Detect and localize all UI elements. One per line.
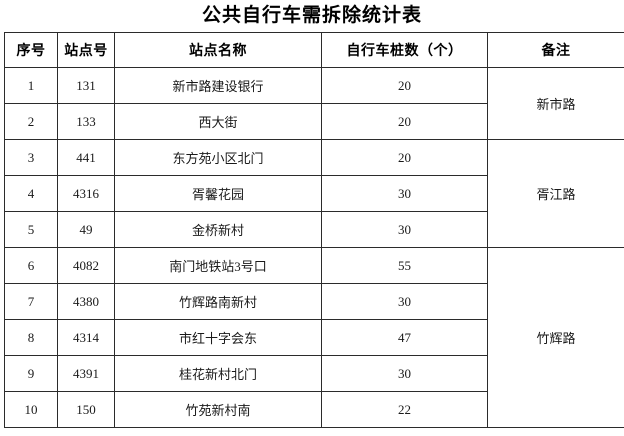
- table-row: 9 4391 桂花新村北门 30: [4, 355, 624, 392]
- cell-station-name: 新市路建设银行: [114, 67, 322, 104]
- cell-station-id: 4391: [57, 355, 115, 392]
- table-header: 序号 站点号 站点名称 自行车桩数（个） 备注: [4, 32, 624, 68]
- cell-dock-count: 47: [321, 319, 488, 356]
- cell-dock-count: 30: [321, 283, 488, 320]
- cell-dock-count: 30: [321, 355, 488, 392]
- cell-dock-count: 22: [321, 391, 488, 428]
- cell-sequence: 5: [4, 211, 58, 248]
- column-header-station-id: 站点号: [57, 32, 115, 68]
- cell-station-id: 150: [57, 391, 115, 428]
- table-row: 7 4380 竹辉路南新村 30: [4, 283, 624, 320]
- column-header-sequence: 序号: [4, 32, 58, 68]
- cell-sequence: 9: [4, 355, 58, 392]
- cell-station-id: 133: [57, 103, 115, 140]
- table-row: 8 4314 市红十字会东 47: [4, 319, 624, 356]
- cell-station-name: 市红十字会东: [114, 319, 322, 356]
- cell-remark-group: 新市路: [487, 67, 624, 140]
- cell-sequence: 3: [4, 139, 58, 176]
- cell-remark-group: 竹辉路: [487, 247, 624, 428]
- cell-station-name: 胥馨花园: [114, 175, 322, 212]
- column-header-station-name: 站点名称: [114, 32, 322, 68]
- cell-station-id: 441: [57, 139, 115, 176]
- cell-station-id: 4314: [57, 319, 115, 356]
- table-row: 1 131 新市路建设银行 20 新市路: [4, 67, 624, 140]
- cell-dock-count: 30: [321, 211, 488, 248]
- table-row: 3 441 东方苑小区北门 20 胥江路: [4, 139, 624, 248]
- cell-sequence: 10: [4, 391, 58, 428]
- cell-station-id: 4316: [57, 175, 115, 212]
- cell-sequence: 4: [4, 175, 58, 212]
- cell-station-name: 西大街: [114, 103, 322, 140]
- table-row: 6 4082 南门地铁站3号口 55 竹辉路: [4, 247, 624, 428]
- bike-removal-stats-table: 序号 站点号 站点名称 自行车桩数（个） 备注 1 131 新市路建设银行 20…: [4, 32, 624, 428]
- cell-station-id: 49: [57, 211, 115, 248]
- cell-station-name: 东方苑小区北门: [114, 139, 322, 176]
- cell-sequence: 7: [4, 283, 58, 320]
- page-title: 公共自行车需拆除统计表: [201, 5, 422, 26]
- column-header-dock-count: 自行车桩数（个）: [321, 32, 488, 68]
- cell-dock-count: 55: [321, 247, 488, 284]
- column-header-remarks: 备注: [487, 32, 624, 68]
- table-row: 5 49 金桥新村 30: [4, 211, 624, 248]
- cell-sequence: 6: [4, 247, 58, 284]
- table-header-row: 序号 站点号 站点名称 自行车桩数（个） 备注: [4, 32, 624, 68]
- cell-dock-count: 20: [321, 139, 488, 176]
- cell-sequence: 2: [4, 103, 58, 140]
- cell-station-name: 竹苑新村南: [114, 391, 322, 428]
- cell-station-name: 竹辉路南新村: [114, 283, 322, 320]
- table-body: 1 131 新市路建设银行 20 新市路 2 133 西大街 20 3 441 …: [4, 67, 624, 428]
- table-row: 4 4316 胥馨花园 30: [4, 175, 624, 212]
- cell-dock-count: 20: [321, 103, 488, 140]
- cell-station-id: 131: [57, 67, 115, 104]
- cell-remark-group: 胥江路: [487, 139, 624, 248]
- cell-station-name: 金桥新村: [114, 211, 322, 248]
- cell-station-name: 桂花新村北门: [114, 355, 322, 392]
- table-row: 10 150 竹苑新村南 22: [4, 391, 624, 428]
- cell-station-name: 南门地铁站3号口: [114, 247, 322, 284]
- cell-dock-count: 20: [321, 67, 488, 104]
- cell-dock-count: 30: [321, 175, 488, 212]
- cell-sequence: 8: [4, 319, 58, 356]
- cell-station-id: 4380: [57, 283, 115, 320]
- cell-sequence: 1: [4, 67, 58, 104]
- cell-station-id: 4082: [57, 247, 115, 284]
